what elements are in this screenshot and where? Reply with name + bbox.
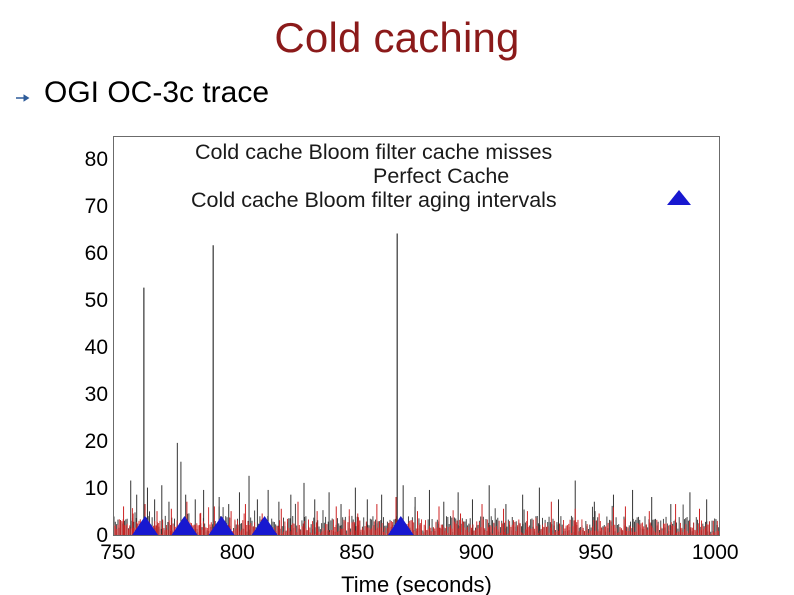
x-tick-label: 1000 xyxy=(691,541,739,564)
y-tick-label: 70 xyxy=(84,194,108,218)
y-axis-ticks: 0 10 20 30 40 50 60 70 80 xyxy=(0,120,108,560)
y-tick-label: 10 xyxy=(84,476,108,500)
x-tick-label: 750 xyxy=(100,541,136,564)
y-tick-label: 20 xyxy=(84,429,108,453)
x-axis-title: Time (seconds) xyxy=(341,572,492,595)
timeseries-plot xyxy=(114,233,719,535)
y-tick-label: 30 xyxy=(84,382,108,406)
y-tick-label: 0 xyxy=(96,524,108,547)
x-tick-label: 850 xyxy=(339,541,375,564)
bullet-item-label: OGI OC-3c trace xyxy=(44,76,270,109)
x-tick-label: 950 xyxy=(578,541,614,564)
x-tick-label: 800 xyxy=(219,541,255,564)
series-aging-intervals-markers xyxy=(132,516,414,535)
blue-arrow-bullet-icon xyxy=(14,89,32,107)
x-tick-label: 900 xyxy=(458,541,494,564)
y-tick-label: 60 xyxy=(84,241,108,265)
y-tick-label: 80 xyxy=(84,147,108,171)
y-tick-label: 50 xyxy=(84,288,108,312)
bullet-item: OGI OC-3c trace xyxy=(14,76,269,109)
y-tick-label: 40 xyxy=(84,335,108,359)
page-title: Cold caching xyxy=(274,14,520,61)
x-axis-ticks: 750 800 850 900 950 1000 xyxy=(0,120,794,590)
chart-figure: Cold cache Bloom filter cache misses Per… xyxy=(0,120,794,595)
plot-area xyxy=(113,136,720,536)
